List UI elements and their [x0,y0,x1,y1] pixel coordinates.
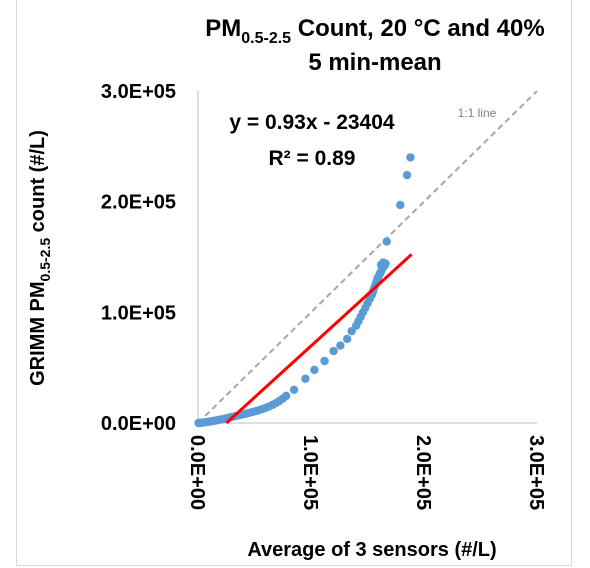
y-tick-label: 0.0E+00 [101,413,176,435]
x-tick-label: 3.0E+05 [525,435,547,510]
y-axis-label: GRIMM PM0.5-2.5 count (#/L) [27,130,53,386]
reference-line-1-1 [197,90,538,424]
data-point [281,391,291,401]
data-point [301,374,310,383]
data-point [310,365,319,375]
title-suffix: Count, 20 °C and 40% [291,15,545,42]
x-tick-label: 2.0E+05 [412,435,434,510]
data-point [336,341,345,350]
x-tick-label: 0.0E+00 [186,435,208,510]
x-tick-label: 1.0E+05 [299,435,321,510]
plot-area: 0.0E+00 1.0E+05 2.0E+05 3.0E+05 0.0E+00 1.0E+… [101,81,547,510]
x-axis-label: Average of 3 sensors (#/L) [247,539,496,561]
data-point [406,153,415,162]
reference-line-label: 1:1 line [458,106,497,120]
trendline [225,253,413,425]
data-point [347,326,356,336]
title-subscript: 0.5-2.5 [241,30,291,47]
r-squared-label: R² = 0.89 [269,147,356,170]
data-point [402,170,412,180]
data-point [382,237,391,246]
chart-title-line2: 5 min-mean [308,49,441,76]
y-tick-label: 2.0E+05 [101,192,176,214]
title-prefix: PM [205,15,241,42]
ylabel-suffix: count (#/L) [27,130,49,238]
data-point [329,346,338,356]
trendline-equation: y = 0.93x - 23404 [229,111,395,134]
data-point [342,334,352,344]
ylabel-subscript: 0.5-2.5 [37,238,53,282]
y-tick-label: 3.0E+05 [101,81,176,103]
ylabel-prefix: GRIMM PM [27,281,49,385]
y-tick-label: 1.0E+05 [101,302,176,324]
data-point [396,200,405,210]
data-point [289,385,299,394]
chart-title-line1: PM0.5-2.5 Count, 20 °C and 40% [205,15,544,47]
data-point [379,258,388,267]
data-point [320,356,329,366]
chart-frame [16,0,572,566]
